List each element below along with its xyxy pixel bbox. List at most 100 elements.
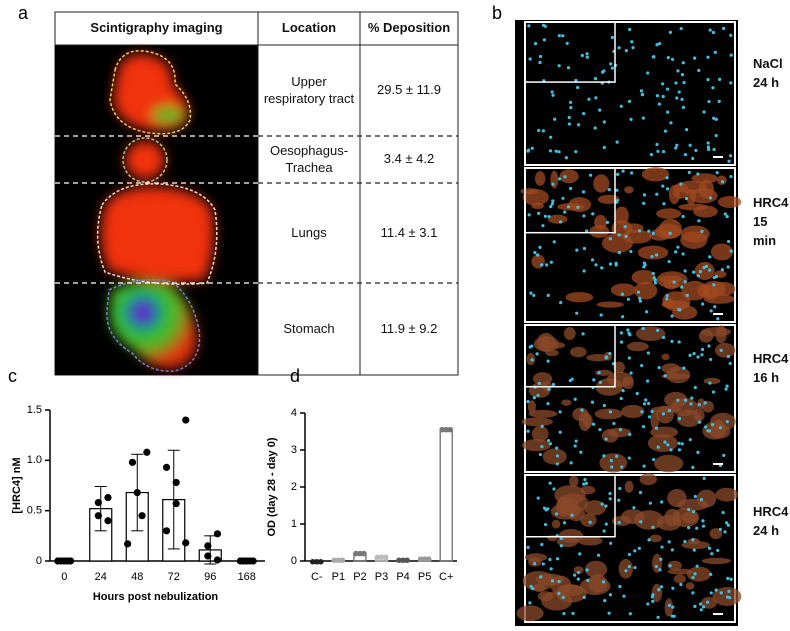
nucleus <box>706 77 710 82</box>
nucleus <box>543 522 548 527</box>
nucleus <box>559 536 563 541</box>
nucleus <box>693 494 697 499</box>
nucleus <box>555 462 559 466</box>
nucleus <box>622 594 626 598</box>
nucleus <box>604 522 608 526</box>
nucleus <box>529 291 533 295</box>
data-point <box>138 512 146 520</box>
nucleus <box>709 309 713 313</box>
nucleus <box>608 491 612 496</box>
nucleus <box>538 452 542 457</box>
data-point <box>331 557 338 564</box>
data-point <box>128 458 137 466</box>
nucleus <box>726 354 730 359</box>
nucleus <box>701 605 706 609</box>
data-point <box>400 557 406 564</box>
nucleus <box>618 584 622 589</box>
nucleus <box>573 397 577 401</box>
nucleus <box>721 510 725 515</box>
nucleus <box>653 281 658 285</box>
tissue-patch <box>569 346 587 358</box>
tissue-patch <box>531 254 545 269</box>
nucleus <box>683 269 687 273</box>
nucleus <box>656 615 660 619</box>
nucleus <box>642 261 647 265</box>
nucleus <box>635 391 639 396</box>
nucleus <box>639 520 643 524</box>
nucleus <box>554 512 559 516</box>
bar <box>439 428 453 562</box>
nucleus <box>711 390 716 394</box>
nucleus <box>670 314 674 318</box>
nucleus <box>627 356 631 360</box>
nucleus <box>725 214 729 219</box>
nucleus <box>526 429 530 433</box>
nucleus <box>728 361 732 366</box>
nucleus <box>532 293 536 298</box>
nucleus <box>574 439 578 443</box>
nucleus <box>582 214 586 218</box>
data-point <box>246 557 254 565</box>
nucleus <box>710 423 715 427</box>
nucleus <box>652 55 656 59</box>
nucleus <box>582 111 586 116</box>
nucleus <box>691 591 695 595</box>
nucleus <box>585 52 589 56</box>
nucleus <box>608 262 613 266</box>
nucleus <box>693 385 697 390</box>
nucleus <box>715 171 719 175</box>
nucleus <box>692 548 696 552</box>
column-header: % Deposition <box>367 20 451 36</box>
nucleus <box>722 26 726 31</box>
nucleus <box>566 66 571 70</box>
y-tick-label: 4 <box>291 407 297 419</box>
tissue-patch <box>550 170 559 189</box>
nucleus <box>536 496 540 500</box>
nucleus <box>547 214 551 219</box>
nucleus <box>610 465 614 469</box>
nucleus <box>685 293 689 297</box>
nucleus <box>598 108 602 112</box>
nucleus <box>714 117 718 121</box>
nucleus <box>681 105 686 109</box>
nucleus <box>706 55 710 59</box>
nucleus <box>687 526 691 530</box>
nucleus <box>543 24 547 28</box>
nucleus <box>615 188 619 192</box>
nucleus <box>573 444 577 448</box>
nucleus <box>684 196 689 201</box>
nucleus <box>617 520 621 525</box>
data-point <box>353 550 359 557</box>
deposition-value: 11.4 ± 3.1 <box>380 224 438 240</box>
nucleus <box>729 81 733 85</box>
nucleus <box>616 172 620 176</box>
nucleus <box>630 40 634 44</box>
tissue-patch <box>649 229 671 241</box>
tissue-patch <box>542 448 567 465</box>
tissue-patch <box>701 557 731 565</box>
data-point <box>396 557 402 564</box>
nucleus <box>557 34 561 38</box>
nucleus <box>550 90 554 94</box>
nucleus <box>602 403 606 408</box>
data-point <box>335 557 342 564</box>
tissue-patch <box>667 488 687 508</box>
nucleus <box>602 529 606 533</box>
tissue-patch <box>689 188 718 204</box>
y-tick-label: 1 <box>291 518 297 530</box>
nucleus <box>663 440 667 444</box>
nucleus <box>558 430 562 434</box>
tissue-patch <box>516 605 544 622</box>
nucleus <box>697 68 701 73</box>
nucleus <box>540 445 544 449</box>
nucleus <box>591 422 596 426</box>
nucleus <box>549 204 553 209</box>
nucleus <box>706 145 711 149</box>
tissue-patch <box>664 391 688 408</box>
nucleus <box>538 245 542 249</box>
nucleus <box>697 403 701 407</box>
nucleus <box>550 202 554 206</box>
nucleus <box>600 266 604 270</box>
nucleus <box>571 611 575 615</box>
